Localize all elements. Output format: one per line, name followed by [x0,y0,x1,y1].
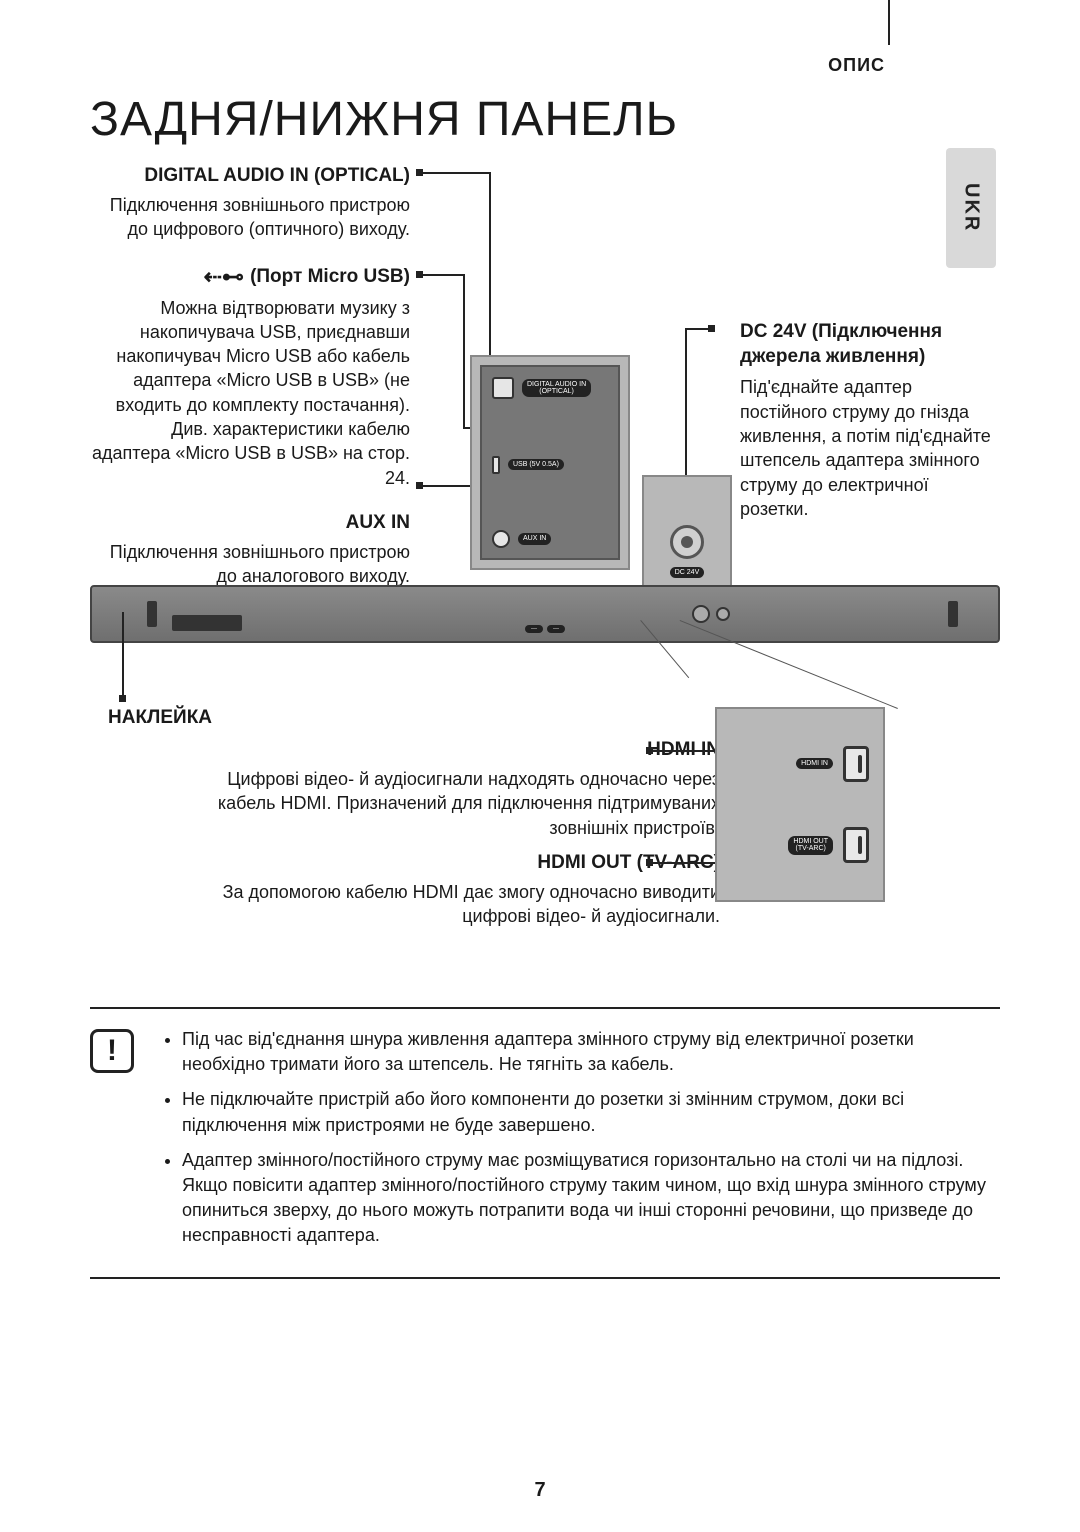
leader-endpoint [646,859,653,866]
callout-hdmi-in: HDMI IN Цифрові відео- й аудіосигнали на… [200,739,720,840]
port-usb: USB (5V 0.5A) [492,456,608,474]
mini-label: — [547,625,565,633]
port-label: HDMI OUT (TV-ARC) [788,836,833,855]
leader-line [685,328,711,330]
callout-desc: Можна відтворювати музику з накопичувача… [90,296,410,490]
connector-panel: DIGITAL AUDIO IN (OPTICAL) USB (5V 0.5A)… [470,355,630,570]
callout-desc: Під'єднайте адаптер постійного струму до… [740,375,1000,521]
bottom-panel-diagram: НАКЛЕЙКА HDMI IN Цифрові відео- й аудіос… [90,657,1000,977]
leader-line [463,274,465,429]
caution-list: Під час від'єднання шнура живлення адапт… [160,1027,1000,1249]
sticker-area [172,615,242,631]
callout-hdmi-out: HDMI OUT (TV-ARC) За допомогою кабелю HD… [200,852,720,929]
leader-line [423,274,465,276]
dc-jack-icon [692,605,710,623]
port-label: DIGITAL AUDIO IN (OPTICAL) [522,379,591,398]
left-callouts: DIGITAL AUDIO IN (OPTICAL) Підключення з… [90,165,410,611]
leader-line [489,172,491,375]
callout-micro-usb: ⇠⊷ (Порт Micro USB) Можна відтворювати му… [90,264,410,490]
port-hdmi-in: HDMI IN [731,746,869,782]
callout-title-text: (Порт Micro USB) [250,266,410,287]
soundbar-center-ports: — — [525,625,565,633]
hdmi-port-icon [843,827,869,863]
caution-item: Адаптер змінного/постійного струму має р… [182,1148,1000,1249]
caution-box: ! Під час від'єднання шнура живлення ада… [90,1007,1000,1279]
port-label: DC 24V [670,567,705,578]
callout-title: AUX IN [90,512,410,534]
callout-digital-audio: DIGITAL AUDIO IN (OPTICAL) Підключення з… [90,165,410,242]
leader-endpoint [416,271,423,278]
port-label: USB (5V 0.5A) [508,459,564,470]
page-number: 7 [534,1479,545,1502]
dc-panel: DC 24V [642,475,732,590]
soundbar-dc-area [692,605,730,623]
callout-dc24v: DC 24V (Підключення джерела живлення) Пі… [740,320,1000,521]
leader-line [653,862,723,864]
leader-endpoint [119,695,126,702]
hdmi-panel: HDMI IN HDMI OUT (TV-ARC) [715,707,885,902]
caution-item: Під час від'єднання шнура живлення адапт… [182,1027,1000,1077]
port-hdmi-out: HDMI OUT (TV-ARC) [731,827,869,863]
aux-port-icon [492,530,510,548]
mount-slot-icon [948,601,958,627]
leader-line [122,612,124,697]
callout-desc: Підключення зовнішнього пристрою до цифр… [90,193,410,242]
port-optical: DIGITAL AUDIO IN (OPTICAL) [492,377,608,399]
sticker-label: НАКЛЕЙКА [108,707,212,729]
dc-jack-icon [716,607,730,621]
leader-line [685,328,687,488]
leader-line [423,172,491,174]
callout-desc: Підключення зовнішнього пристрою до анал… [90,540,410,589]
leader-endpoint [646,747,653,754]
usb-port-icon [492,456,500,474]
dc-plug-icon [670,525,704,559]
optical-port-icon [492,377,514,399]
callout-aux-in: AUX IN Підключення зовнішнього пристрою … [90,512,410,589]
leader-endpoint [416,482,423,489]
leader-endpoint [416,169,423,176]
top-rule [888,0,890,45]
manual-page: ОПИС UKR ЗАДНЯ/НИЖНЯ ПАНЕЛЬ DIGITAL AUDI… [0,0,1080,1532]
leader-line [653,750,723,752]
callout-title: HDMI OUT (TV-ARC) [200,852,720,874]
mini-label: — [525,625,543,633]
caution-item: Не підключайте пристрій або його компоне… [182,1087,1000,1137]
callout-desc: За допомогою кабелю HDMI дає змогу одноч… [200,880,720,929]
port-label: AUX IN [518,533,551,544]
callout-title: HDMI IN [200,739,720,761]
hdmi-port-icon [843,746,869,782]
caution-icon: ! [90,1029,134,1073]
soundbar-illustration: — — [90,585,1000,643]
callout-title: DC 24V (Підключення джерела живлення) [740,320,1000,369]
section-label: ОПИС [828,55,885,76]
callout-title: DIGITAL AUDIO IN (OPTICAL) [90,165,410,187]
callout-desc: Цифрові відео- й аудіосигнали надходять … [200,767,720,840]
page-title: ЗАДНЯ/НИЖНЯ ПАНЕЛЬ [90,92,1000,147]
connector-panel-inner: DIGITAL AUDIO IN (OPTICAL) USB (5V 0.5A)… [480,365,620,560]
port-label: HDMI IN [796,758,833,769]
rear-panel-diagram: DIGITAL AUDIO IN (OPTICAL) Підключення з… [90,165,1000,585]
usb-icon: ⇠⊷ [204,264,244,290]
callout-title: ⇠⊷ (Порт Micro USB) [90,264,410,290]
port-aux: AUX IN [492,530,608,548]
mount-slot-icon [147,601,157,627]
